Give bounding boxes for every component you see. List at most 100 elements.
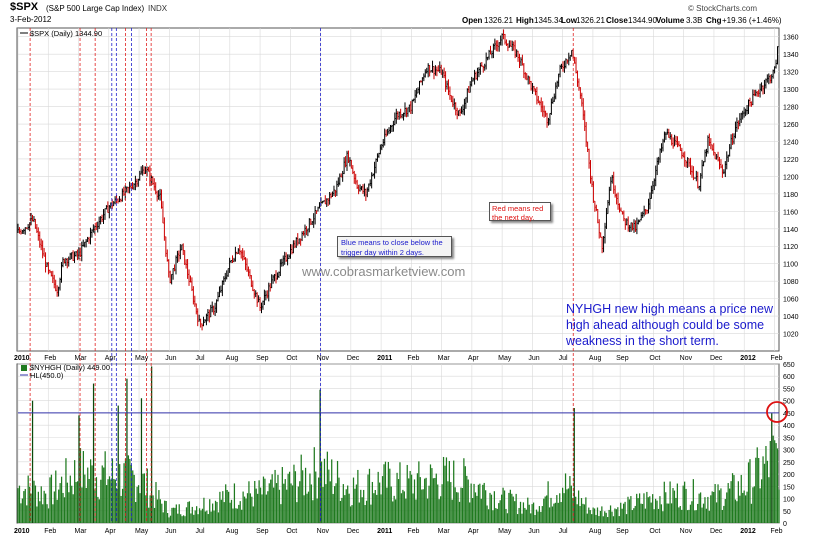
nyhgh-bar (107, 479, 109, 523)
nyhgh-bar (165, 501, 167, 523)
nyhgh-bar (149, 495, 151, 523)
nyhgh-bar (518, 507, 520, 523)
nyhgh-bar (765, 446, 767, 523)
nyhgh-bar (302, 470, 304, 523)
nyhgh-bar (657, 508, 660, 523)
nyhgh-bar (386, 487, 388, 523)
nyhgh-bar (482, 484, 484, 523)
nyhgh-bar (136, 486, 138, 523)
price-xtick-label: Jul (196, 355, 205, 362)
nyhgh-bar (521, 513, 523, 523)
nyhgh-bar (627, 496, 629, 523)
nyhgh-bar (100, 479, 102, 523)
nyhgh-bar (557, 502, 559, 523)
nyhgh-bar (105, 485, 108, 523)
price-ytick-label: 1320 (783, 70, 799, 77)
nyhgh-bar (55, 470, 57, 523)
nyhgh-bar (774, 440, 776, 523)
nyhgh-bar (98, 499, 100, 523)
nyhgh-bar (82, 451, 85, 523)
nyhgh-bar (312, 500, 314, 523)
nyhgh-bar (307, 491, 310, 523)
nyhgh-bar (753, 486, 755, 523)
price-ytick-label: 1100 (783, 262, 798, 269)
nyhgh-bar (760, 479, 763, 523)
nyhgh-bar (559, 493, 561, 523)
nyhgh-bar (315, 471, 317, 523)
price-xtick-label: Mar (75, 355, 88, 362)
nyhgh-bar (196, 506, 198, 523)
nyhgh-xtick-label: Mar (438, 528, 451, 535)
nyhgh-bar (348, 493, 350, 523)
price-ytick-label: 1200 (783, 174, 799, 181)
nyhgh-bar (270, 479, 272, 523)
nyhgh-ytick-label: 350 (783, 435, 795, 442)
nyhgh-xtick-label: Feb (407, 528, 419, 535)
price-ytick-label: 1240 (783, 139, 799, 146)
price-ytick-label: 1220 (783, 157, 799, 164)
nyhgh-bar (197, 514, 199, 523)
nyhgh-bar (771, 413, 773, 523)
nyhgh-bar (445, 457, 448, 523)
nyhgh-bar (101, 465, 103, 523)
nyhgh-bar (219, 491, 221, 523)
nyhgh-bar (322, 487, 324, 523)
nyhgh-bar (338, 477, 340, 523)
nyhgh-bar (50, 474, 53, 523)
nyhgh-bar (68, 492, 70, 523)
nyhgh-bar (365, 500, 368, 523)
nyhgh-ytick-label: 450 (783, 411, 795, 418)
nyhgh-bar (623, 503, 625, 523)
nyhgh-xtick-label: Apr (468, 528, 480, 535)
nyhgh-bar (476, 495, 478, 523)
nyhgh-bar (485, 490, 487, 523)
nyhgh-bar (598, 516, 600, 523)
nyhgh-bar (110, 479, 112, 523)
nyhgh-bar (233, 483, 236, 523)
nyhgh-bar (344, 495, 346, 523)
nyhgh-bar (762, 456, 764, 523)
nyhgh-bar (390, 486, 392, 523)
nyhgh-bar (656, 500, 658, 523)
nyhgh-bar (458, 501, 461, 523)
nyhgh-bar (37, 491, 39, 523)
nyhgh-bar (331, 459, 333, 523)
nyhgh-bar (604, 511, 606, 523)
nyhgh-bar (132, 470, 134, 523)
nyhgh-xtick-label: May (498, 528, 512, 535)
nyhgh-bar (95, 477, 98, 523)
nyhgh-bar (556, 495, 558, 523)
nyhgh-bar (159, 499, 161, 523)
nyhgh-bar (527, 497, 529, 523)
nyhgh-bar (636, 493, 638, 523)
nyhgh-bar (442, 456, 445, 523)
nyhgh-bar (437, 484, 439, 523)
nyhgh-bar (496, 508, 498, 523)
nyhgh-bar (248, 481, 250, 523)
nyhgh-bar (492, 510, 494, 523)
nyhgh-bar (637, 498, 639, 523)
nyhgh-bar (595, 514, 597, 523)
nyhgh-bar (448, 460, 450, 523)
nyhgh-bar (72, 494, 74, 523)
nyhgh-bar (209, 499, 211, 523)
nyhgh-bars (17, 366, 780, 523)
nyhgh-bar (121, 488, 124, 523)
nyhgh-bar (522, 502, 525, 523)
nyhgh-bar (695, 510, 697, 523)
nyhgh-bar (633, 508, 635, 523)
nyhgh-bar (463, 458, 465, 523)
nyhgh-bar (223, 502, 225, 523)
nyhgh-bar (681, 509, 683, 523)
price-xtick-label: Feb (770, 355, 782, 362)
nyhgh-bar (617, 507, 619, 523)
nyhgh-xtick-label: Nov (317, 528, 330, 535)
nyhgh-bar (267, 491, 269, 523)
nyhgh-bar (349, 506, 352, 523)
nyhgh-bar (216, 501, 218, 523)
nyhgh-bar (499, 500, 501, 523)
nyhgh-bar (190, 513, 192, 523)
nyhgh-bar (501, 494, 503, 523)
nyhgh-bar (660, 504, 663, 523)
nyhgh-bar (238, 504, 240, 523)
